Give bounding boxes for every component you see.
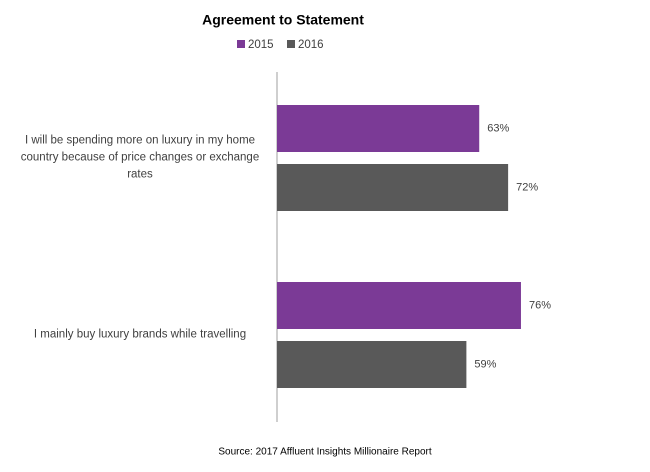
value-label: 72% (516, 181, 538, 193)
source: Source: 2017 Affluent Insights Millionai… (218, 447, 431, 458)
chart-title: Agreement to Statement (202, 12, 364, 28)
value-label: 63% (487, 122, 509, 134)
bar (277, 282, 521, 329)
value-label: 59% (474, 358, 496, 370)
legend-label: 2016 (298, 39, 324, 51)
value-label: 76% (529, 299, 551, 311)
legend-swatch (237, 40, 245, 48)
bar (277, 164, 509, 211)
legend-swatch (287, 40, 295, 48)
category-label: I will be spending more on luxury in my … (20, 134, 260, 181)
bar (277, 105, 480, 152)
bar (277, 341, 467, 388)
category-label: I mainly buy luxury brands while travell… (33, 328, 247, 341)
legend-label: 2015 (248, 39, 274, 51)
